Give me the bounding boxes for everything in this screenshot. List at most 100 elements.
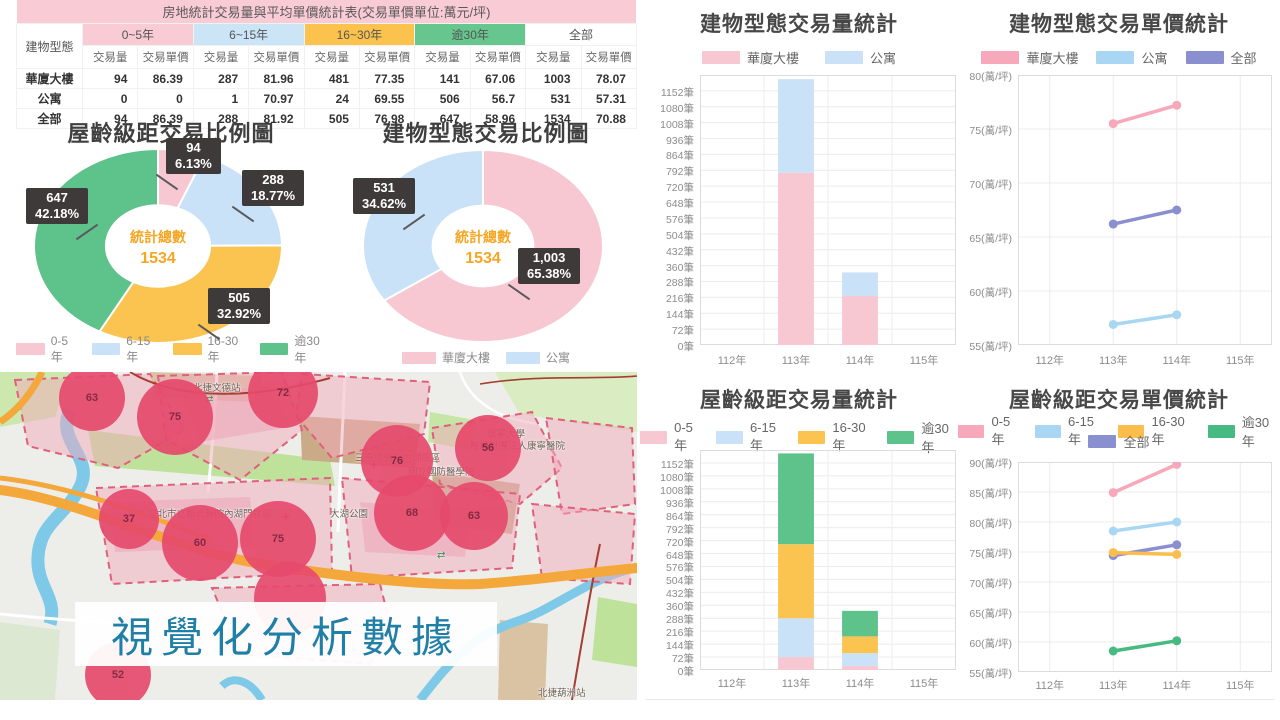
legend-item: 全部 bbox=[1185, 48, 1257, 67]
map-bubble: 60 bbox=[162, 505, 238, 581]
x-axis-label: 112年 bbox=[1035, 680, 1065, 692]
table-cell: 57.31 bbox=[580, 88, 637, 109]
donut-callout: 647 42.18% bbox=[26, 188, 99, 241]
table-cell: 70.88 bbox=[580, 108, 637, 129]
age-price-plot bbox=[1018, 462, 1272, 672]
y-axis-tick: 65(萬/坪) bbox=[969, 233, 1012, 245]
y-axis-tick: 936筆 bbox=[665, 497, 694, 510]
map-place-label: 北捷文德站 bbox=[193, 383, 241, 394]
table-cell: 287 bbox=[192, 68, 250, 89]
legend-swatch bbox=[172, 343, 202, 355]
legend-swatch bbox=[1088, 435, 1117, 448]
map-bubble-value: 63 bbox=[85, 392, 99, 404]
legend-label: 逾30年 bbox=[1241, 415, 1270, 449]
map-place-label: 國立國防醫學院 bbox=[408, 467, 475, 478]
legend-label: 華廈大樓 bbox=[1026, 51, 1079, 66]
table-sub-header: 交易單價 bbox=[248, 45, 305, 69]
y-axis-tick: 576筆 bbox=[665, 213, 694, 226]
y-axis-tick: 72筆 bbox=[671, 325, 694, 338]
table-cell: 94 bbox=[81, 108, 139, 129]
map-bubble: 37 bbox=[99, 489, 159, 549]
callout-percent: 65.38% bbox=[527, 266, 572, 281]
legend-label: 全部 bbox=[1123, 435, 1150, 450]
table-cell: 505 bbox=[303, 108, 360, 129]
legend-swatch bbox=[401, 351, 436, 364]
map-bubble-value: 52 bbox=[111, 669, 125, 681]
y-axis-tick: 936筆 bbox=[665, 134, 694, 147]
y-axis-tick: 55(萬/坪) bbox=[969, 668, 1012, 680]
legend-swatch bbox=[91, 343, 121, 355]
callout-value: 288 bbox=[262, 172, 284, 187]
legend-swatch bbox=[825, 51, 863, 64]
chart-building-volume-title: 建物型態交易量統計 bbox=[700, 13, 898, 36]
x-axis-label: 115年 bbox=[1225, 680, 1255, 692]
y-axis-tick: 75(萬/坪) bbox=[969, 125, 1012, 137]
y-axis-tick: 80(萬/坪) bbox=[969, 71, 1012, 83]
y-axis-tick: 360筆 bbox=[665, 261, 694, 274]
legend-item: 16-30年 bbox=[798, 420, 874, 454]
y-axis-tick: 80(萬/坪) bbox=[969, 518, 1012, 530]
legend-item: 公寓 bbox=[1096, 48, 1168, 67]
legend-swatch bbox=[958, 424, 985, 438]
table-cell: 94 bbox=[81, 68, 139, 89]
x-axis-label: 113年 bbox=[781, 678, 811, 690]
y-axis-tick: 1008筆 bbox=[660, 484, 694, 497]
y-axis-tick: 792筆 bbox=[665, 523, 694, 536]
map-bubble: 63 bbox=[440, 482, 508, 550]
table-group-header: 16~30年 bbox=[303, 23, 416, 46]
table-cell: 70.97 bbox=[248, 88, 305, 109]
legend-item: 公寓 bbox=[506, 349, 570, 366]
chart-legend: 0-5年 6-15年 16-30年 逾30年 bbox=[640, 418, 958, 456]
callout-percent: 18.77% bbox=[251, 188, 296, 203]
x-axis-label: 112年 bbox=[717, 355, 747, 367]
x-axis-label: 113年 bbox=[781, 355, 811, 367]
x-axis-label: 115年 bbox=[909, 678, 939, 690]
age-volume-plot bbox=[700, 450, 956, 670]
donut-center-total: 統計總數 1534 bbox=[413, 227, 553, 268]
table-row: 公寓 0 0 1 70.97 24 69.55 506 56.7 531 57.31 bbox=[16, 88, 637, 109]
legend-label: 16-30年 bbox=[1151, 414, 1185, 447]
legend-swatch bbox=[798, 430, 826, 444]
donut-callout: 531 34.62% bbox=[353, 178, 426, 231]
table-sub-header: 交易單價 bbox=[358, 45, 416, 69]
x-axis-label: 113年 bbox=[1098, 680, 1128, 692]
legend-item: 6-15年 bbox=[91, 334, 157, 365]
legend-label: 0-5年 bbox=[674, 420, 693, 453]
legend-item: 0-5年 bbox=[958, 414, 1022, 448]
table-cell: 0 bbox=[81, 88, 139, 109]
table-sub-header: 交易量 bbox=[414, 45, 471, 69]
donut-building-title: 建物型態交易比例圖 bbox=[382, 121, 590, 146]
callout-value: 505 bbox=[228, 290, 250, 305]
donut-callout: 505 32.92% bbox=[197, 288, 271, 341]
y-axis-tick: 72筆 bbox=[671, 653, 694, 666]
table-sub-header: 交易單價 bbox=[137, 45, 194, 69]
map-place-label: 大湖公園 bbox=[330, 509, 369, 520]
donut-callout: 94 6.13% bbox=[155, 138, 221, 191]
table-cell: 1 bbox=[192, 88, 250, 109]
legend-swatch bbox=[701, 51, 740, 64]
legend-label: 16-30年 bbox=[832, 420, 866, 453]
summary-table: 房地統計交易量與平均單價統計表(交易單價單位:萬元/坪) 建物型態 0~5年 6~… bbox=[16, 0, 637, 129]
legend-item: 0-5年 bbox=[640, 420, 703, 454]
table-cell: 24 bbox=[303, 88, 360, 109]
map-bubble: 56 bbox=[455, 415, 521, 481]
map-bubble: 68 bbox=[374, 475, 450, 551]
legend-label: 0-5年 bbox=[991, 414, 1011, 447]
y-axis-tick: 792筆 bbox=[665, 166, 694, 179]
table-sub-header: 交易量 bbox=[303, 45, 360, 69]
table-corner-cell: 建物型態 bbox=[16, 23, 83, 69]
map-place-label: 北捷葫洲站 bbox=[538, 688, 586, 699]
x-axis-label: 114年 bbox=[1162, 680, 1192, 692]
map-bubble-value: 37 bbox=[122, 513, 136, 525]
legend-label: 6-15年 bbox=[1068, 414, 1095, 447]
building-volume-plot bbox=[700, 75, 956, 345]
chart-building-price: 建物型態交易單價統計 華廈大樓 公寓 全部 55(萬/坪) 60(萬/坪) 65(萬/坪)… bbox=[958, 0, 1280, 376]
legend-item: 公寓 bbox=[825, 48, 896, 67]
map-bubble-value: 60 bbox=[193, 537, 207, 549]
y-axis-tick: 432筆 bbox=[665, 245, 694, 258]
legend-swatch bbox=[715, 430, 743, 444]
donut-legend: 華廈大樓 公寓 bbox=[336, 349, 636, 366]
legend-item: 6-15年 bbox=[715, 420, 785, 454]
y-axis-tick: 90(萬/坪) bbox=[969, 458, 1012, 470]
chart-legend: 華廈大樓 公寓 全部 bbox=[958, 48, 1280, 67]
